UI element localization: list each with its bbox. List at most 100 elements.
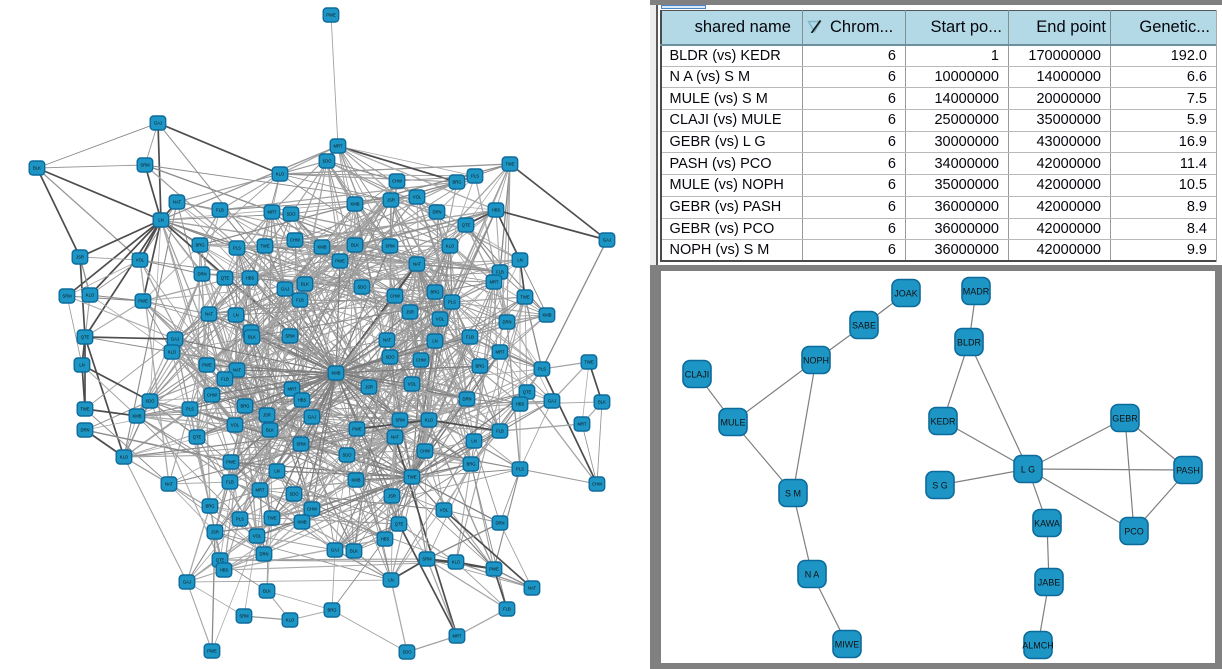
svg-text:KLO: KLO [120,455,129,460]
svg-text:DRN: DRN [462,397,471,402]
svg-text:TWE: TWE [584,360,594,365]
svg-text:PWE: PWE [207,649,217,654]
svg-text:QTE: QTE [81,335,90,340]
svg-text:MRT: MRT [496,350,505,355]
svg-text:VOL: VOL [440,508,449,513]
svg-text:KLO: KLO [286,618,295,623]
svg-text:JSR: JSR [406,310,414,315]
svg-text:HBS: HBS [516,402,525,407]
svg-text:SRM: SRM [296,442,306,447]
svg-text:TWE: TWE [80,407,90,412]
svg-text:VOL: VOL [408,382,417,387]
svg-text:PLS: PLS [236,517,244,522]
svg-text:FLB: FLB [221,377,229,382]
svg-text:BLK: BLK [350,549,358,554]
svg-text:JSR: JSR [387,198,395,203]
svg-text:BLK: BLK [598,400,606,405]
svg-text:KLO: KLO [86,293,95,298]
svg-text:DRN: DRN [502,320,511,325]
svg-text:PWE: PWE [352,427,362,432]
svg-text:PLS: PLS [186,407,194,412]
svg-text:LN: LN [517,258,522,263]
svg-text:CHW: CHW [392,179,402,184]
svg-text:DRN: DRN [495,521,504,526]
svg-text:KMB: KMB [132,414,141,419]
svg-text:BRG: BRG [240,404,249,409]
svg-text:TWE: TWE [267,516,277,521]
svg-text:FLB: FLB [503,607,511,612]
svg-text:KMB: KMB [317,245,326,250]
svg-text:NAT: NAT [205,312,214,317]
svg-text:BRG: BRG [452,180,461,185]
svg-text:CHW: CHW [390,294,400,299]
svg-text:KMB: KMB [331,371,340,376]
svg-text:NAT: NAT [165,482,174,487]
svg-text:MRT: MRT [490,280,499,285]
svg-text:JSR: JSR [388,494,396,499]
svg-text:BRG: BRG [327,608,336,613]
svg-text:HBS: HBS [246,276,255,281]
svg-text:KLO: KLO [446,244,455,249]
svg-text:KLO: KLO [276,172,285,177]
svg-text:QTE: QTE [462,223,471,228]
svg-text:PLS: PLS [448,300,456,305]
svg-text:CHW: CHW [416,358,426,363]
svg-text:PWE: PWE [202,363,212,368]
svg-text:TWE: TWE [505,162,515,167]
svg-text:BLK: BLK [266,428,274,433]
svg-text:KMB: KMB [542,313,551,318]
svg-text:SRM: SRM [239,614,249,619]
svg-text:DRN: DRN [259,552,268,557]
svg-text:SDO: SDO [342,453,352,458]
svg-text:BLK: BLK [248,335,256,340]
svg-text:PWE: PWE [138,299,148,304]
svg-text:VOL: VOL [136,258,145,263]
svg-text:FLB: FLB [496,429,504,434]
svg-text:GAJ: GAJ [331,548,339,553]
svg-text:MRT: MRT [578,422,587,427]
svg-text:LN: LN [274,469,279,474]
svg-text:GAJ: GAJ [183,580,191,585]
svg-text:LN: LN [388,578,393,583]
svg-text:QTE: QTE [221,276,230,281]
svg-text:BRG: BRG [195,243,204,248]
svg-text:KMB: KMB [351,478,360,483]
svg-text:PLS: PLS [516,467,524,472]
svg-text:HBS: HBS [492,208,501,213]
svg-text:NAT: NAT [413,262,422,267]
svg-text:CHW: CHW [420,449,430,454]
svg-text:TWE: TWE [520,295,530,300]
svg-text:SDO: SDO [385,355,395,360]
svg-text:SDO: SDO [286,212,296,217]
svg-text:JSR: JSR [211,530,219,535]
svg-text:KLO: KLO [425,418,434,423]
svg-text:KLO: KLO [452,560,461,565]
svg-text:BLK: BLK [33,166,41,171]
svg-text:DRN: DRN [197,272,206,277]
svg-text:JSR: JSR [76,255,84,260]
svg-text:GAJ: GAJ [548,399,556,404]
svg-text:SDO: SDO [322,159,332,164]
svg-text:CHW: CHW [207,393,217,398]
svg-text:DRN: DRN [432,210,441,215]
svg-text:QTE: QTE [216,558,225,563]
svg-text:JSR: JSR [263,413,271,418]
svg-text:PWE: PWE [489,567,499,572]
svg-text:BLK: BLK [351,243,359,248]
svg-text:SRM: SRM [62,294,72,299]
svg-text:BLK: BLK [263,589,271,594]
svg-text:SDO: SDO [402,650,412,655]
svg-text:PLS: PLS [233,246,241,251]
svg-text:BLK: BLK [301,282,309,287]
svg-text:BRG: BRG [430,290,439,295]
svg-text:MRT: MRT [256,488,265,493]
svg-text:NAT: NAT [383,338,392,343]
svg-text:GAJ: GAJ [154,121,162,126]
svg-text:KMB: KMB [350,202,359,207]
svg-text:TWE: TWE [260,244,270,249]
svg-text:SRM: SRM [422,557,432,562]
svg-text:VOL: VOL [413,195,422,200]
svg-text:GAJ: GAJ [603,238,611,243]
svg-text:NAT: NAT [391,435,400,440]
svg-text:JSR: JSR [365,385,373,390]
